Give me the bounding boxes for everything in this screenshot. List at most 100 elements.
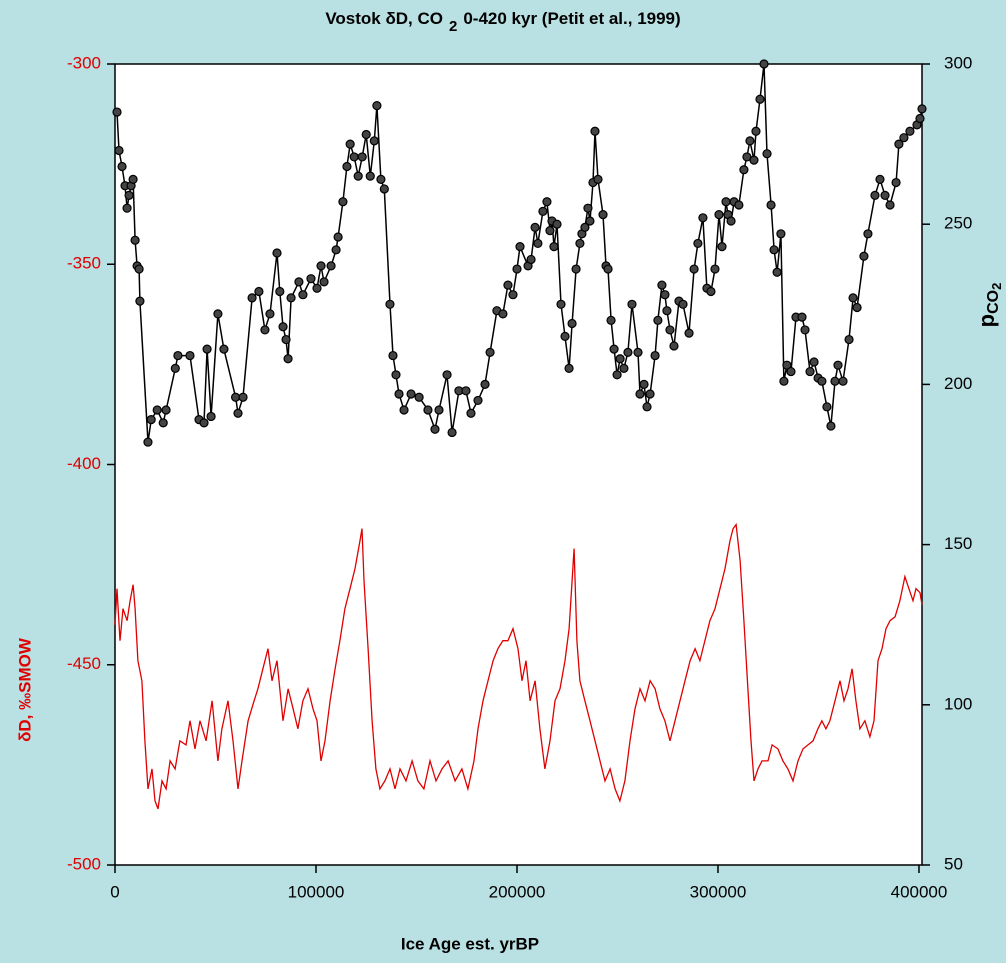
data-point [766,200,776,210]
data-point [406,389,416,399]
data-point [772,267,782,277]
data-point [338,197,348,207]
y2-label-part: p [974,314,999,327]
data-point [751,126,761,136]
data-point [678,299,688,309]
y2-tick-label: 100 [944,694,972,713]
data-point [891,177,901,188]
data-point [442,370,452,380]
data-point [556,299,566,309]
data-point [657,280,667,290]
y-tick-label: -400 [67,454,101,473]
data-point [822,402,832,412]
data-point [213,309,223,319]
data-point [480,379,490,389]
data-point [590,126,600,136]
data-point [619,363,629,373]
data-point [552,219,562,229]
data-point [585,216,595,226]
data-point [473,395,483,406]
data-point [875,174,885,184]
x-tick-label: 100000 [288,882,345,901]
data-point [749,155,759,165]
data-point [512,264,522,274]
data-point [319,277,329,287]
title-subscript: 2 [449,18,457,35]
data-point [710,264,720,274]
y-tick-label: -500 [67,854,101,873]
data-point [152,405,162,415]
y2-label-sub: CO [985,290,1002,314]
y2-tick-label: 50 [944,854,963,873]
y-tick-label: -450 [67,654,101,673]
data-point [693,238,703,249]
data-point [399,405,409,415]
data-point [575,238,585,249]
data-point [905,126,915,136]
data-point [650,350,660,361]
data-point [583,203,593,213]
data-point [206,411,216,422]
data-point [769,245,779,255]
data-point [917,104,927,114]
data-point [759,59,769,69]
data-point [609,344,619,354]
data-point [564,363,574,373]
data-point [684,328,694,338]
data-point [461,386,471,396]
data-point [114,145,124,156]
data-point [434,405,444,415]
data-point [173,350,183,361]
data-point [844,334,854,345]
data-point [447,427,457,438]
data-point [278,322,288,332]
data-point [797,312,807,322]
y2-tick-label: 150 [944,534,972,553]
data-point [817,376,827,386]
data-point [885,200,895,210]
data-point [112,107,122,117]
y-axis-label: δD, ‰SMOW [15,637,34,742]
data-point [306,274,316,284]
data-point [161,405,171,415]
data-point [272,248,282,258]
data-point [633,347,643,357]
data-point [117,161,127,172]
data-point [326,261,336,271]
data-point [202,344,212,354]
data-point [598,209,608,220]
data-point [485,347,495,357]
data-point [642,402,652,412]
data-point [805,366,815,377]
title-part: Vostok δD, CO [325,9,443,28]
data-point [333,232,343,242]
data-point [662,306,672,316]
data-point [615,354,625,364]
x-tick-label: 200000 [489,882,546,901]
data-point [508,290,518,300]
data-point [533,238,543,249]
data-point [698,213,708,223]
data-point [689,264,699,274]
data-point [833,360,843,370]
y-tick-label: -300 [67,53,101,72]
title-part: 0-420 kyr (Petit et al., 1999) [463,9,680,28]
data-point [331,245,341,255]
data-point [848,293,858,303]
data-point [538,206,548,216]
data-point [645,389,655,399]
chart-title: Vostok δD, CO 2 0-420 kyr (Petit et al., 1… [325,9,680,34]
data-point [199,418,209,428]
x-tick-label: 300000 [690,882,747,901]
data-point [122,203,132,213]
data-point [627,299,637,309]
y2-tick-label: 250 [944,214,972,233]
data-point [230,392,241,402]
data-point [665,325,675,335]
data-point [660,290,670,300]
data-point [391,370,401,380]
data-point [376,174,386,184]
data-point [606,315,616,325]
data-point [755,94,765,104]
data-point [312,283,322,293]
